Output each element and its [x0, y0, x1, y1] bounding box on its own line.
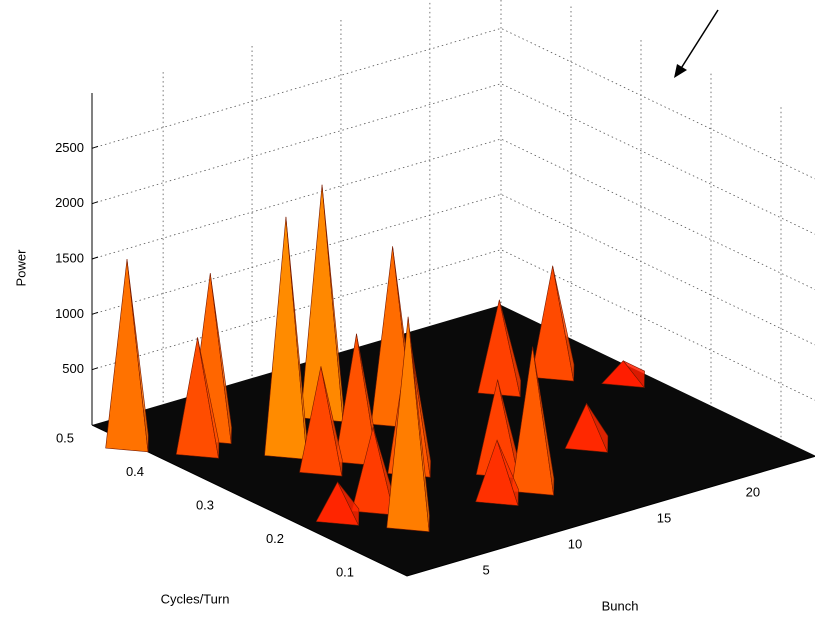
spike — [586, 403, 609, 453]
spike — [496, 440, 519, 506]
z-tick — [91, 311, 99, 315]
z-tick-label: 2000 — [55, 195, 84, 210]
z-tick — [91, 201, 99, 205]
grid-line — [91, 27, 815, 180]
spike — [552, 265, 575, 382]
z-tick-label: 500 — [62, 361, 84, 376]
spike — [408, 334, 431, 478]
spike — [532, 346, 555, 496]
z-tick — [91, 145, 99, 149]
x-tick-label: 0.1 — [336, 565, 354, 580]
z-tick — [91, 256, 99, 260]
y-tick-label: 15 — [657, 510, 671, 525]
y-axis-label: Bunch — [602, 598, 639, 613]
y-tick-label: 10 — [568, 536, 582, 551]
grid-line — [91, 138, 815, 290]
z-tick — [91, 367, 99, 371]
spike — [337, 481, 360, 526]
spike — [209, 273, 232, 444]
x-tick-label: 0.4 — [126, 464, 144, 479]
spike — [197, 337, 220, 459]
floor-edge — [91, 424, 815, 577]
y-tick-label: 5 — [483, 563, 490, 578]
z-tick-label: 2500 — [55, 140, 84, 155]
x-tick-label: 0.3 — [196, 498, 214, 513]
spike — [320, 366, 343, 477]
y-tick-label: 20 — [746, 484, 760, 499]
spike — [407, 316, 430, 532]
spike — [622, 360, 645, 389]
spike — [499, 299, 521, 397]
arrow — [674, 9, 719, 78]
z-tick-label: 1000 — [55, 306, 84, 321]
x-axis-label: Cycles/Turn — [161, 591, 230, 606]
grid-line — [91, 83, 815, 235]
z-tick-label: 1500 — [55, 250, 84, 265]
z-axis-label: Power — [13, 249, 28, 287]
spike — [105, 259, 149, 453]
spike — [126, 259, 149, 452]
x-tick-label: 0.5 — [56, 430, 74, 445]
x-tick-label: 0.2 — [266, 531, 284, 546]
